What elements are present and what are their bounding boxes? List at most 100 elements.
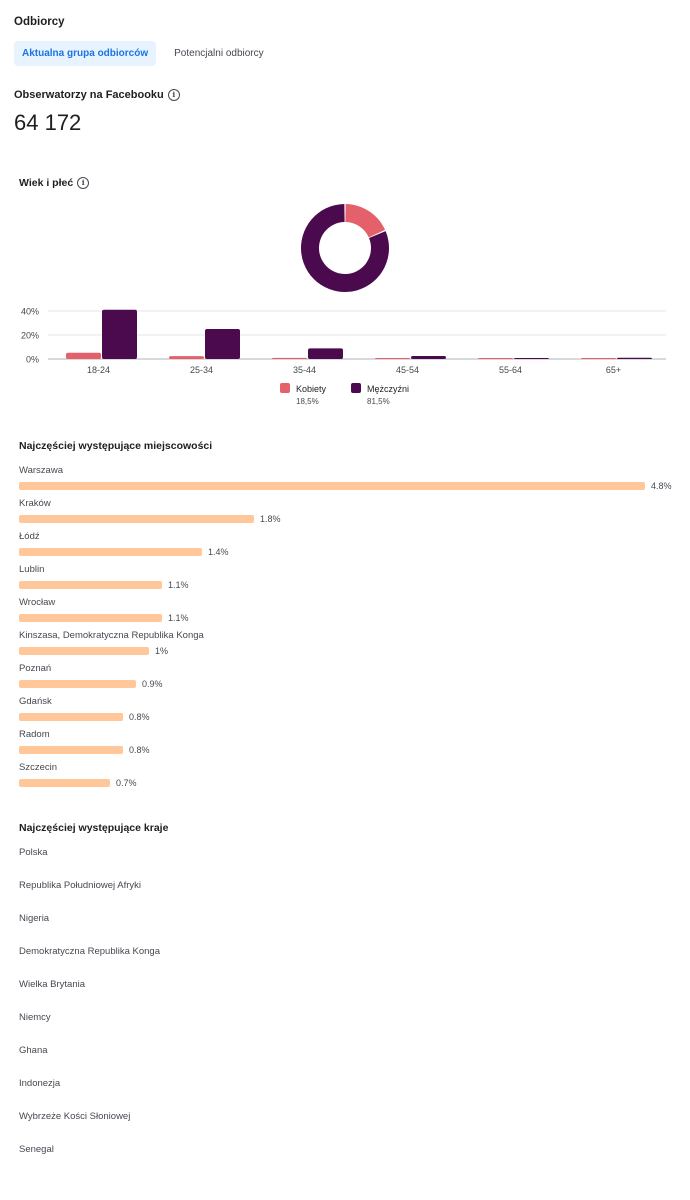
city-value: 0.7% [116, 778, 137, 788]
bar-male-35-44 [308, 348, 343, 359]
city-name: Kraków [19, 498, 51, 509]
city-row: Radom 0.8% [19, 729, 679, 759]
donut-slice-male [301, 204, 389, 292]
city-name: Kinszasa, Demokratyczna Republika Konga [19, 630, 204, 641]
y-tick-label: 0% [26, 355, 39, 365]
city-bar [19, 581, 162, 589]
age-gender-bar-chart: 0% 20% 40% 18-24 25-34 35-44 45-54 55-64 65+ [21, 307, 666, 375]
x-tick-label: 65+ [606, 365, 621, 375]
legend-female-label: Kobiety [296, 384, 327, 394]
countries-title: Najczęściej występujące kraje [19, 822, 169, 834]
bar-male-55-64 [514, 358, 549, 359]
bar-female-18-24 [66, 352, 101, 359]
city-value: 4.8% [651, 481, 672, 491]
city-bar [19, 746, 123, 754]
followers-count: 64 172 [14, 110, 82, 135]
city-value: 0.8% [129, 745, 150, 755]
city-row: Gdańsk 0.8% [19, 696, 679, 726]
bar-male-25-34 [205, 329, 240, 359]
city-bar [19, 548, 202, 556]
tab-potential-audience[interactable]: Potencjalni odbiorcy [174, 48, 264, 59]
gender-donut-chart [301, 204, 389, 292]
city-row: Poznań 0.9% [19, 663, 679, 693]
city-value: 1% [155, 646, 169, 656]
donut-slice-female [345, 204, 386, 238]
city-name: Radom [19, 729, 50, 740]
legend-male-label: Mężczyźni [367, 384, 410, 394]
country-item: Demokratyczna Republika Konga [19, 946, 160, 957]
country-item: Polska [19, 847, 48, 858]
country-item: Republika Południowej Afryki [19, 880, 141, 891]
country-item: Senegal [19, 1144, 54, 1155]
legend-female-pct: 18,5% [296, 397, 319, 406]
country-item: Nigeria [19, 913, 50, 924]
city-bar-row: 0.8% [19, 712, 679, 722]
city-bar-row: 4.8% [19, 481, 679, 491]
city-bar-row: 1% [19, 646, 679, 656]
legend-male: Mężczyźni 81,5% [351, 383, 409, 406]
y-tick-label: 40% [21, 307, 39, 317]
country-item: Indonezja [19, 1078, 61, 1089]
city-name: Łódź [19, 531, 40, 542]
country-item: Ghana [19, 1045, 48, 1056]
city-bar [19, 647, 149, 655]
info-icon[interactable]: i [167, 89, 180, 101]
city-row: Łódź 1.4% [19, 531, 679, 561]
followers-label-text: Obserwatorzy na Facebooku [14, 89, 164, 101]
tab-current-audience[interactable]: Aktualna grupa odbiorców [14, 41, 157, 66]
legend-male-swatch [351, 383, 361, 393]
legend-male-pct: 81,5% [367, 397, 390, 406]
city-row: Szczecin 0.7% [19, 762, 679, 792]
city-bar [19, 779, 110, 787]
bar-male-45-54 [411, 356, 446, 359]
bar-female-45-54 [375, 358, 410, 359]
info-icon[interactable]: i [77, 177, 90, 189]
city-value: 0.8% [129, 712, 150, 722]
city-value: 1.1% [168, 613, 189, 623]
bar-female-65+ [581, 358, 616, 359]
page-title: Odbiorcy [14, 16, 65, 28]
city-bar [19, 713, 123, 721]
bar-female-35-44 [272, 357, 307, 359]
city-name: Warszawa [19, 465, 63, 476]
x-tick-label: 55-64 [499, 365, 522, 375]
y-tick-label: 20% [21, 331, 39, 341]
city-bar-row: 0.7% [19, 778, 679, 788]
city-name: Szczecin [19, 762, 58, 773]
x-tick-label: 45-54 [396, 365, 419, 375]
cities-title: Najczęściej występujące miejscowości [19, 440, 213, 452]
country-item: Wybrzeże Kości Słoniowej [19, 1111, 131, 1122]
city-value: 1.8% [260, 514, 281, 524]
city-row: Kinszasa, Demokratyczna Republika Konga 1… [19, 630, 679, 660]
city-name: Lublin [19, 564, 45, 575]
bar-female-55-64 [478, 358, 513, 359]
city-value: 1.1% [168, 580, 189, 590]
city-bar [19, 515, 254, 523]
city-value: 1.4% [208, 547, 229, 557]
city-row: Wrocław 1.1% [19, 597, 679, 627]
city-name: Poznań [19, 663, 52, 674]
country-item: Wielka Brytania [19, 979, 85, 990]
city-name: Gdańsk [19, 696, 52, 707]
city-bar-row: 1.1% [19, 580, 679, 590]
city-bar [19, 680, 136, 688]
x-tick-label: 35-44 [293, 365, 316, 375]
city-row: Lublin 1.1% [19, 564, 679, 594]
city-bar [19, 614, 162, 622]
x-tick-label: 25-34 [190, 365, 213, 375]
bar-female-25-34 [169, 356, 204, 359]
city-bar-row: 1.4% [19, 547, 679, 557]
audience-tabs: Aktualna grupa odbiorców Potencjalni odb… [14, 41, 272, 66]
legend-female: Kobiety 18,5% [280, 383, 326, 406]
city-bar-row: 1.8% [19, 514, 679, 524]
age-gender-title-text: Wiek i płeć [19, 177, 74, 189]
country-item: Niemcy [19, 1012, 51, 1023]
bar-male-18-24 [102, 309, 137, 359]
age-gender-title: Wiek i płeć i [19, 177, 90, 189]
city-bar [19, 482, 645, 490]
city-bar-row: 0.8% [19, 745, 679, 755]
x-tick-label: 18-24 [87, 365, 110, 375]
city-name: Wrocław [19, 597, 56, 608]
city-row: Kraków 1.8% [19, 498, 679, 528]
city-bar-row: 0.9% [19, 679, 679, 689]
